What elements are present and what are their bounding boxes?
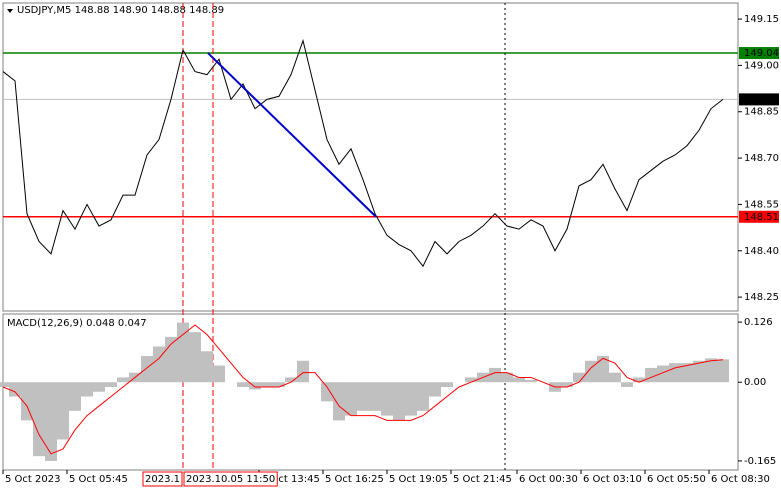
macd-bar <box>573 372 585 383</box>
price-line <box>2 38 724 268</box>
last-price-label: 148.89 <box>744 94 779 105</box>
macd-bar <box>285 377 297 383</box>
macd-bar <box>561 382 573 387</box>
macd-bar <box>189 332 201 383</box>
macd-bar <box>597 355 609 383</box>
macd-bar <box>105 382 117 387</box>
macd-bar <box>513 377 525 383</box>
y-tick-label: 0.126 <box>744 317 773 328</box>
macd-pane <box>2 313 739 471</box>
macd-bar <box>201 351 213 383</box>
cursor-label-box <box>142 471 183 487</box>
macd-bar <box>645 367 657 383</box>
macd-bar <box>525 379 537 383</box>
macd-bar <box>117 377 129 383</box>
macd-bar <box>669 363 681 383</box>
x-tick-label: 5 Oct 19:05 <box>389 474 448 485</box>
cursor-label: 2023.1 <box>145 474 180 485</box>
chart-title: USDJPY,M5 148.88 148.90 148.88 148.89 <box>17 5 224 16</box>
x-tick-label: 6 Oct 03:10 <box>583 474 642 485</box>
x-tick-label: 5 Oct 16:25 <box>325 474 384 485</box>
menu-arrow <box>7 9 13 13</box>
macd-bar <box>0 382 9 387</box>
x-tick-label: 6 Oct 05:50 <box>647 474 706 485</box>
macd-bar <box>141 355 153 383</box>
level-label-box <box>739 210 779 223</box>
y-tick-label: 148.85 <box>744 107 779 118</box>
x-tick-label: 5 Oct 21:45 <box>453 474 512 485</box>
macd-bar <box>465 377 477 383</box>
x-tick-label: 5 Oct 05:45 <box>69 474 128 485</box>
macd-bar <box>621 382 633 387</box>
macd-bar <box>609 372 621 383</box>
macd-bar <box>81 382 93 397</box>
x-tick-label: 5 Oct 2023 <box>5 474 60 485</box>
macd-bar <box>237 382 249 387</box>
last-price-box <box>739 93 779 106</box>
macd-bar <box>693 360 705 383</box>
macd-bar <box>69 382 81 411</box>
y-tick-label: 148.25 <box>744 292 779 303</box>
y-tick-label: 149.15 <box>744 14 779 25</box>
y-tick-label: 148.40 <box>744 246 779 257</box>
x-tick-label: 6 Oct 00:30 <box>519 474 578 485</box>
macd-bar <box>705 358 717 383</box>
macd-bar <box>357 382 369 411</box>
macd-bar <box>681 363 693 383</box>
macd-bar <box>213 365 225 383</box>
level-label-box <box>739 47 779 60</box>
y-tick-label: 148.55 <box>744 199 779 210</box>
y-tick-label: 148.70 <box>744 153 779 164</box>
macd-bar <box>369 382 381 411</box>
macd-bar <box>489 367 501 383</box>
x-tick-label: 5 Oct 13:45 <box>261 474 320 485</box>
y-tick-label: 149.00 <box>744 60 779 71</box>
x-tick-label: 6 Oct 08:30 <box>711 474 770 485</box>
macd-bar <box>93 382 105 392</box>
price-pane <box>2 2 739 312</box>
macd-title: MACD(12,26,9) 0.048 0.047 <box>7 318 147 329</box>
signal-line <box>2 324 724 455</box>
y-tick-label: 0.00 <box>744 377 766 388</box>
trend-line <box>207 52 377 218</box>
macd-bar <box>9 382 21 397</box>
macd-bar <box>657 365 669 383</box>
macd-bar <box>297 360 309 383</box>
macd-bar <box>333 382 345 421</box>
macd-bar <box>441 382 453 387</box>
macd-bar <box>33 382 45 457</box>
macd-bar <box>717 359 729 383</box>
macd-bar <box>45 382 57 461</box>
macd-bar <box>381 382 393 416</box>
cursor-label-box <box>183 471 278 487</box>
macd-bar <box>405 382 417 416</box>
macd-bar <box>273 382 285 387</box>
level-label: 148.51 <box>744 212 779 223</box>
macd-bar <box>633 377 645 383</box>
macd-bar <box>393 382 405 421</box>
macd-bar <box>153 346 165 383</box>
macd-bar <box>429 382 441 397</box>
macd-bar <box>21 382 33 421</box>
macd-bar <box>501 372 513 383</box>
cursor-label: 2023.10.05 11:50 <box>186 474 275 485</box>
level-label: 149.04 <box>744 48 779 59</box>
macd-bar <box>57 382 69 440</box>
macd-bar <box>249 382 261 390</box>
macd-bar <box>345 382 357 416</box>
macd-bar <box>321 382 333 402</box>
y-tick-label: -0.165 <box>744 456 776 467</box>
macd-bar <box>417 382 429 411</box>
macd-bar <box>261 382 273 387</box>
